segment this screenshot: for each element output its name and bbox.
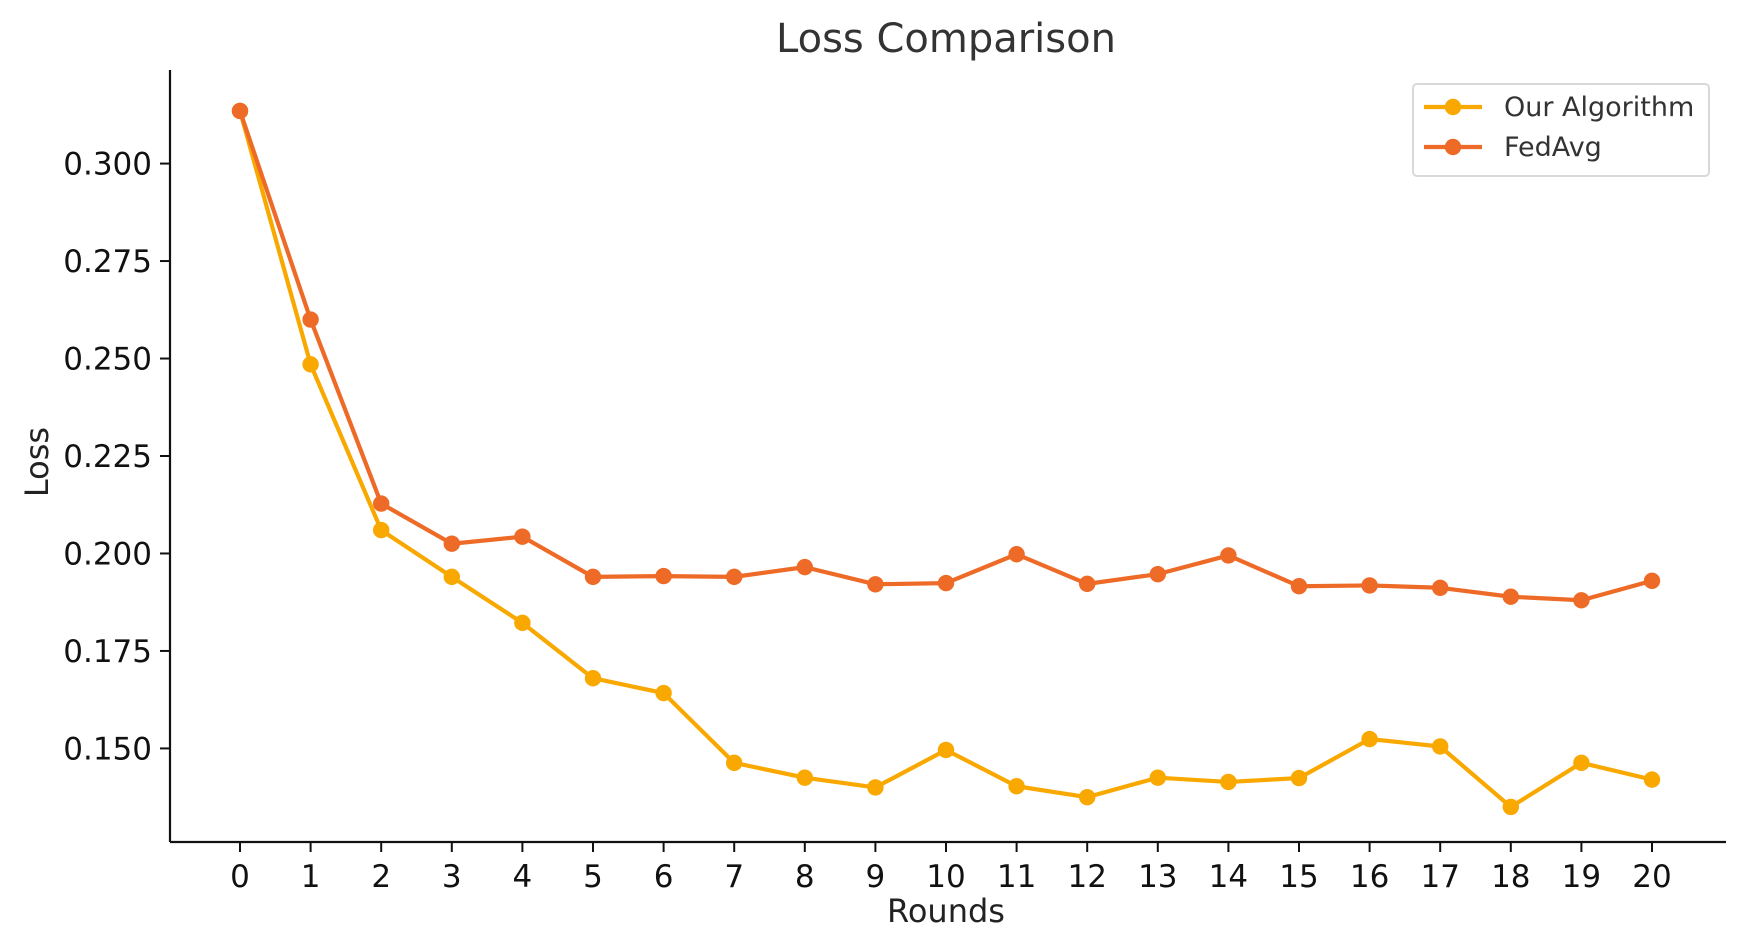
data-point: [302, 356, 319, 373]
series-line: [237, 108, 1655, 810]
x-tick-label: 3: [442, 859, 462, 895]
data-point: [867, 576, 884, 593]
x-tick-label: 4: [513, 859, 533, 895]
legend: Our Algorithm FedAvg: [1412, 83, 1710, 177]
y-axis-label: Loss: [18, 427, 56, 497]
y-tick-label: 0.200: [63, 536, 152, 572]
data-point: [1079, 575, 1096, 593]
data-point: [937, 574, 955, 592]
data-point: [231, 102, 249, 120]
data-point: [584, 568, 602, 586]
x-tick-label: 9: [866, 859, 886, 895]
data-point: [1502, 588, 1520, 605]
data-point: [1502, 798, 1520, 816]
series-line: [237, 108, 1655, 603]
data-point: [655, 567, 672, 585]
data-point: [1220, 547, 1237, 564]
data-point: [443, 535, 460, 552]
data-point: [1361, 730, 1378, 748]
data-point: [373, 521, 390, 539]
data-point: [1643, 771, 1661, 788]
data-point: [726, 568, 743, 586]
legend-label: FedAvg: [1504, 132, 1602, 163]
y-tick-label: 0.225: [63, 439, 152, 475]
data-point: [1432, 579, 1449, 596]
x-axis-label: Rounds: [887, 892, 1005, 930]
x-tick-label: 10: [926, 859, 965, 895]
y-tick-label: 0.250: [63, 342, 152, 378]
data-point: [373, 495, 390, 512]
x-tick-label: 20: [1632, 859, 1671, 895]
x-tick-label: 12: [1067, 859, 1106, 895]
series-fedavg: [231, 102, 1661, 609]
data-point: [1643, 572, 1661, 589]
x-tick-label: 5: [583, 859, 603, 895]
chart-title: Loss Comparison: [776, 16, 1116, 62]
axes: [168, 70, 1726, 844]
y-tick-label: 0.175: [63, 634, 152, 670]
data-point: [1290, 769, 1308, 787]
legend-marker: [1444, 98, 1462, 116]
data-point: [1008, 778, 1025, 795]
data-point: [1220, 773, 1237, 791]
data-point: [1149, 769, 1167, 786]
data-point: [514, 614, 531, 632]
data-point: [726, 754, 743, 772]
data-point: [867, 779, 884, 796]
x-tick-label: 19: [1562, 859, 1601, 895]
x-tick-label: 14: [1209, 859, 1248, 895]
legend-item: Our Algorithm: [1424, 92, 1694, 123]
data-point: [514, 528, 531, 545]
data-point: [443, 568, 460, 586]
x-tick-label: 15: [1279, 859, 1318, 895]
x-tick-label: 17: [1420, 859, 1459, 895]
x-tick-label: 2: [371, 859, 391, 895]
legend-box: [1412, 83, 1710, 177]
data-point: [1361, 577, 1378, 594]
data-point: [1008, 546, 1025, 563]
data-point: [1290, 578, 1308, 595]
x-tick-label: 11: [997, 859, 1036, 895]
data-point: [1149, 565, 1167, 583]
legend-label: Our Algorithm: [1504, 92, 1694, 123]
data-point: [1573, 754, 1590, 772]
data-point: [937, 741, 955, 759]
series-layer: [231, 102, 1661, 816]
y-tick-label: 0.275: [63, 244, 152, 280]
x-tick-label: 16: [1350, 859, 1389, 895]
x-tick-label: 0: [230, 859, 250, 895]
data-point: [302, 311, 319, 328]
x-tick-label: 8: [795, 859, 815, 895]
data-point: [796, 558, 813, 576]
y-tick-label: 0.300: [63, 147, 152, 183]
data-point: [1432, 738, 1449, 755]
data-point: [796, 769, 813, 786]
legend-marker: [1444, 138, 1462, 156]
data-point: [584, 670, 602, 687]
data-point: [1573, 592, 1590, 609]
x-ticks: 0 1 2 3 4 5 6 7 8 9 10 11 12 13 14 15 16 17 18 19 20: [230, 842, 1672, 895]
data-point: [655, 684, 672, 702]
y-ticks: 0.150 0.175 0.200 0.225 0.250 0.275 0.300: [63, 147, 170, 767]
data-point: [1079, 788, 1096, 806]
x-tick-label: 1: [301, 859, 321, 895]
x-tick-label: 18: [1491, 859, 1530, 895]
y-tick-label: 0.150: [63, 731, 152, 767]
legend-items: Our Algorithm FedAvg: [1424, 92, 1694, 163]
x-tick-label: 13: [1138, 859, 1177, 895]
series-our-algorithm: [231, 102, 1661, 816]
legend-item: FedAvg: [1424, 132, 1602, 163]
x-tick-label: 7: [724, 859, 744, 895]
x-tick-label: 6: [654, 859, 674, 895]
